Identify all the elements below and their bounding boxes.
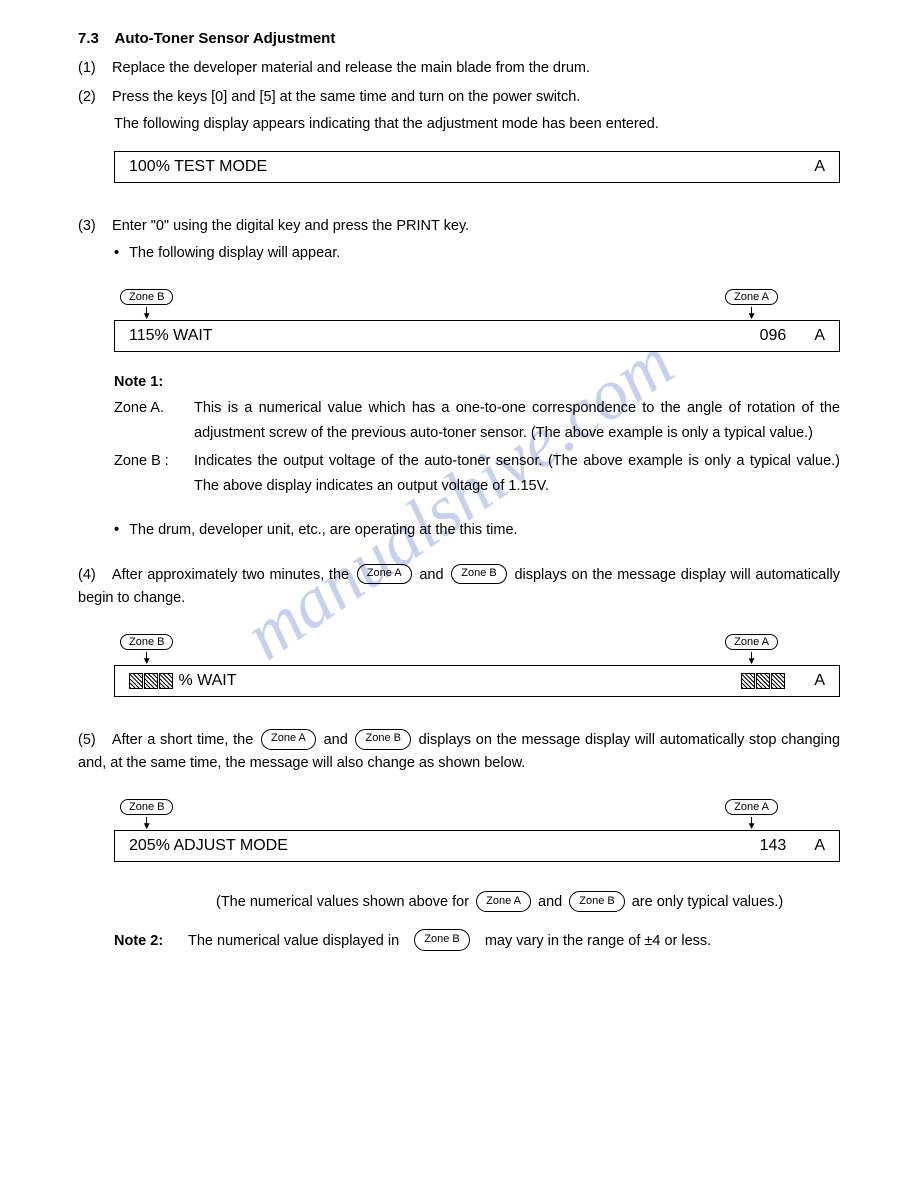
down-arrow-icon: ▼ — [142, 314, 152, 320]
zone-b-pill: Zone B — [120, 799, 173, 815]
step-3-text: Enter "0" using the digital key and pres… — [112, 218, 469, 234]
note2-pre: The numerical value displayed in — [188, 933, 399, 949]
note1-zone-b: Zone B : Indicates the output voltage of… — [114, 449, 840, 498]
step-1-num: (1) — [78, 57, 108, 80]
zone-a-pill: Zone A — [725, 799, 778, 815]
step-1: (1) Replace the developer material and r… — [78, 57, 840, 80]
step-3: (3) Enter "0" using the digital key and … — [78, 215, 840, 238]
note2-label: Note 2: — [114, 929, 188, 954]
down-arrow-icon: ▼ — [747, 314, 757, 320]
display-box-3: % WAIT A — [114, 665, 840, 697]
note1-zone-a-text: This is a numerical value which has a on… — [194, 396, 840, 445]
hatch-icon — [771, 673, 785, 689]
tail-pre: (The numerical values shown above for — [216, 894, 469, 910]
zone-a-inline: Zone A — [261, 729, 316, 750]
zone-b-pill: Zone B — [120, 634, 173, 650]
zone-a-callout: Zone A ▼ — [725, 289, 778, 320]
note1-zone-a: Zone A. This is a numerical value which … — [114, 396, 840, 445]
down-arrow-icon: ▼ — [747, 659, 757, 665]
display1-right: A — [814, 158, 825, 176]
note2-text: The numerical value displayed in Zone B … — [188, 929, 840, 954]
zone-b-callout-3: Zone B ▼ — [120, 799, 173, 830]
zone-a-callout-2: Zone A ▼ — [725, 634, 778, 665]
tail-paragraph: (The numerical values shown above for Zo… — [216, 890, 840, 915]
note1-zone-b-label: Zone B : — [114, 449, 194, 498]
step-3-num: (3) — [78, 215, 108, 238]
zone-b-callout: Zone B ▼ — [120, 289, 173, 320]
hatch-icon — [129, 673, 143, 689]
page-content: 7.3 Auto-Toner Sensor Adjustment (1) Rep… — [78, 30, 840, 954]
zone-callouts-1: Zone B ▼ Zone A ▼ — [114, 289, 840, 320]
zone-callouts-2: Zone B ▼ Zone A ▼ — [114, 634, 840, 665]
down-arrow-icon: ▼ — [142, 824, 152, 830]
step-5-mid: and — [324, 732, 348, 748]
step-3-bullet: The following display will appear. — [114, 242, 840, 265]
operating-bullet: The drum, developer unit, etc., are oper… — [114, 519, 840, 542]
zone-b-inline: Zone B — [414, 929, 469, 951]
zone-a-inline: Zone A — [357, 564, 412, 585]
tail-post: are only typical values.) — [632, 894, 784, 910]
note-2: Note 2: The numerical value displayed in… — [114, 929, 840, 954]
step-2-line2: The following display appears indicating… — [114, 113, 840, 136]
display2-a: A — [814, 327, 825, 345]
step-4-num: (4) — [78, 564, 108, 587]
display4-num: 143 — [760, 837, 787, 855]
hatch-icon — [741, 673, 755, 689]
display4-a: A — [814, 837, 825, 855]
display3-a: A — [814, 672, 825, 690]
zone-b-inline: Zone B — [451, 564, 506, 585]
note1-zone-a-label: Zone A. — [114, 396, 194, 445]
step-2-num: (2) — [78, 86, 108, 109]
hatch-icon — [756, 673, 770, 689]
display-box-2: 115% WAIT 096 A — [114, 320, 840, 352]
section-heading: 7.3 Auto-Toner Sensor Adjustment — [78, 30, 840, 47]
down-arrow-icon: ▼ — [142, 659, 152, 665]
hatch-icon — [159, 673, 173, 689]
display3-left: % WAIT — [129, 672, 237, 690]
note2-post: may vary in the range of ±4 or less. — [485, 933, 711, 949]
step-4-mid: and — [419, 567, 443, 583]
section-number: 7.3 — [78, 30, 99, 47]
step-4-pre: After approximately two minutes, the — [112, 567, 349, 583]
note1-heading: Note 1: — [114, 374, 840, 390]
zone-callouts-3: Zone B ▼ Zone A ▼ — [114, 799, 840, 830]
tail-mid: and — [538, 894, 562, 910]
zone-b-callout-2: Zone B ▼ — [120, 634, 173, 665]
zone-b-inline: Zone B — [569, 891, 624, 913]
zone-a-inline: Zone A — [476, 891, 531, 913]
display1-left: 100% TEST MODE — [129, 158, 267, 176]
zone-b-inline: Zone B — [355, 729, 410, 750]
display2-num: 096 — [760, 327, 787, 345]
zone-b-pill: Zone B — [120, 289, 173, 305]
step-2: (2) Press the keys [0] and [5] at the sa… — [78, 86, 840, 109]
step-4: (4) After approximately two minutes, the… — [78, 564, 840, 610]
display3-hatch — [741, 672, 786, 690]
display-box-1: 100% TEST MODE A — [114, 151, 840, 183]
step-1-text: Replace the developer material and relea… — [112, 60, 590, 76]
display2-left: 115% WAIT — [129, 327, 213, 345]
zone-a-pill: Zone A — [725, 634, 778, 650]
zone-a-pill: Zone A — [725, 289, 778, 305]
zone-a-callout-3: Zone A ▼ — [725, 799, 778, 830]
step-2-line1: Press the keys [0] and [5] at the same t… — [112, 89, 580, 105]
note1-zone-b-text: Indicates the output voltage of the auto… — [194, 449, 840, 498]
step-5-pre: After a short time, the — [112, 732, 253, 748]
display4-left: 205% ADJUST MODE — [129, 837, 288, 855]
section-title: Auto-Toner Sensor Adjustment — [114, 30, 335, 47]
step-5-num: (5) — [78, 729, 108, 752]
down-arrow-icon: ▼ — [747, 824, 757, 830]
display-box-4: 205% ADJUST MODE 143 A — [114, 830, 840, 862]
hatch-icon — [144, 673, 158, 689]
step-5: (5) After a short time, the Zone A and Z… — [78, 729, 840, 775]
